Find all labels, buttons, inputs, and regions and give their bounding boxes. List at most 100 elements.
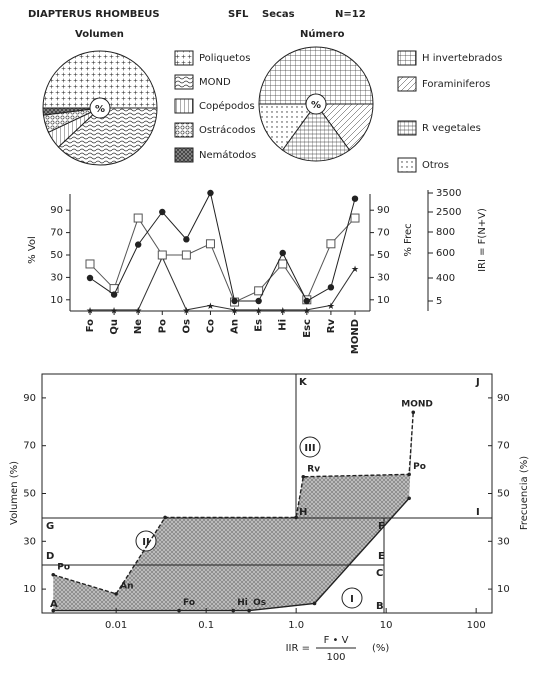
marker: ★ (110, 306, 118, 316)
legend-label: Nemátodos (199, 149, 256, 161)
marker (350, 213, 360, 223)
y2-tick-label: 10 (497, 584, 510, 595)
marker (231, 297, 238, 305)
y3-axis-label: IRI = F(N+V) (477, 208, 488, 272)
legend-swatch (397, 157, 417, 173)
x-tick-label: Esc (302, 319, 313, 338)
y3-tick-label: 3500 (436, 188, 461, 199)
marker: ★ (86, 306, 94, 316)
y2-tick-label: 90 (377, 205, 390, 216)
pie-title: Volumen (75, 29, 124, 40)
series-line (90, 256, 356, 311)
marker (407, 496, 411, 501)
legend-label: Foraminiferos (422, 79, 490, 90)
x-label-lhs: IIR = (286, 643, 310, 654)
x-label-unit: (%) (372, 643, 389, 654)
x-tick-label: 10 (380, 620, 393, 631)
legend-label: R vegetales (422, 123, 481, 134)
legend-label: Otros (422, 160, 449, 171)
marker (411, 410, 416, 415)
y2-axis-label: % Frec (403, 223, 414, 256)
legend-swatch (174, 147, 194, 163)
marker (326, 239, 336, 249)
zone-label: II (142, 537, 149, 548)
marker (163, 515, 167, 520)
region-letter: D (46, 551, 54, 562)
marker (51, 608, 56, 613)
y2-tick-label: 70 (497, 441, 510, 452)
y2-tick-label: 70 (377, 228, 390, 239)
legend-swatch (397, 76, 417, 92)
point-label: MOND (401, 400, 433, 410)
y2-tick-label: 10 (377, 295, 390, 306)
point-label: Fo (183, 598, 195, 608)
marker (207, 189, 214, 197)
marker (301, 474, 306, 479)
marker (312, 601, 317, 606)
pie-slice (57, 107, 158, 166)
y-tick-label: 70 (50, 228, 63, 239)
marker: ★ (351, 265, 359, 275)
x-tick-label: Ne (133, 319, 144, 334)
marker (133, 213, 143, 223)
pie-hub (305, 93, 327, 115)
shaded-area (53, 412, 414, 611)
x-tick-label: 100 (467, 620, 486, 631)
region-letter: A (50, 599, 58, 610)
x-tick-label: An (230, 319, 241, 334)
series-line (89, 216, 356, 303)
y3-tick-label: 800 (436, 227, 455, 238)
marker (86, 274, 94, 282)
y2-tick-label: 30 (497, 536, 510, 547)
marker (294, 515, 298, 520)
legend-swatch (397, 50, 417, 66)
legend-swatch (174, 122, 194, 138)
region-letter: E (378, 551, 385, 562)
site: SFL (228, 9, 249, 20)
marker (134, 241, 142, 248)
y-tick-label: 90 (50, 205, 63, 216)
marker: ★ (279, 306, 287, 316)
x-tick-label: Co (205, 319, 216, 333)
marker (181, 250, 191, 260)
sample-size: N=12 (335, 9, 366, 20)
legend-swatch (174, 98, 194, 114)
legend-swatch (397, 120, 417, 136)
point-label: Os (253, 598, 266, 608)
y-tick-label: 30 (23, 536, 36, 547)
marker (303, 297, 311, 305)
species: DIAPTERUS RHOMBEUS (28, 9, 160, 20)
x-tick-label: 1.0 (288, 620, 304, 631)
legend-label: Poliquetos (199, 53, 250, 64)
y3-tick-label: 5 (436, 296, 442, 307)
y-tick-label: 10 (23, 584, 36, 595)
x-tick-label: 0.01 (105, 620, 127, 631)
pie-slice (258, 46, 374, 105)
pie-hub (89, 97, 111, 119)
zone-ring (299, 436, 321, 458)
x-tick-label: Rv (326, 319, 337, 334)
marker (114, 592, 118, 596)
marker (407, 472, 411, 477)
y-tick-label: 30 (50, 272, 63, 283)
zone-label: III (304, 443, 315, 454)
legend-label: Copépodos (199, 100, 255, 112)
x-tick-label: Hi (278, 319, 289, 331)
legend-swatch (174, 74, 194, 90)
series-line (53, 497, 410, 612)
marker: ★ (182, 306, 190, 316)
region-letter: F (378, 521, 385, 532)
y-tick-label: 50 (50, 250, 63, 261)
marker (51, 572, 56, 577)
marker (255, 297, 262, 305)
point-label: Hi (237, 598, 248, 608)
marker (159, 208, 166, 216)
marker (85, 259, 95, 269)
marker: ★ (134, 306, 142, 316)
marker: ★ (231, 306, 239, 316)
y2-axis-label: Frecuencia (%) (519, 456, 530, 530)
pie-center-label: % (311, 100, 321, 111)
x-tick-label: Qu (109, 319, 120, 335)
y-tick-label: 10 (50, 295, 63, 306)
